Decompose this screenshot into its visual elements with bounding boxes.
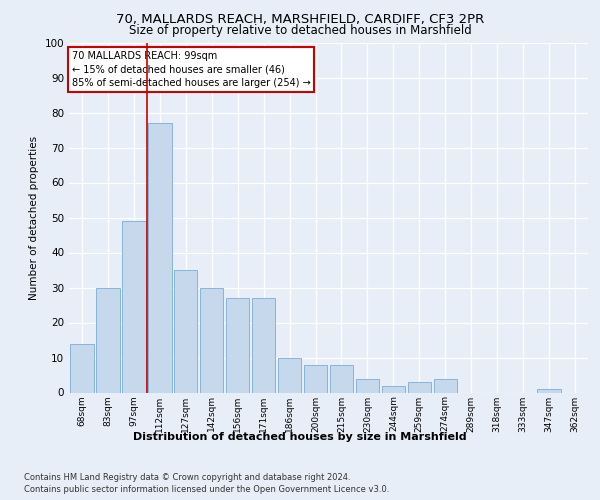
Bar [407, 382, 431, 392]
Bar [434, 378, 457, 392]
Bar [356, 378, 379, 392]
Text: 70 MALLARDS REACH: 99sqm
← 15% of detached houses are smaller (46)
85% of semi-d: 70 MALLARDS REACH: 99sqm ← 15% of detach… [71, 52, 310, 88]
Y-axis label: Number of detached properties: Number of detached properties [29, 136, 39, 300]
Text: Contains HM Land Registry data © Crown copyright and database right 2024.: Contains HM Land Registry data © Crown c… [24, 472, 350, 482]
Bar [538, 389, 561, 392]
Bar [70, 344, 94, 392]
Bar [174, 270, 197, 392]
Bar [382, 386, 405, 392]
Bar [226, 298, 250, 392]
Text: Distribution of detached houses by size in Marshfield: Distribution of detached houses by size … [133, 432, 467, 442]
Text: 70, MALLARDS REACH, MARSHFIELD, CARDIFF, CF3 2PR: 70, MALLARDS REACH, MARSHFIELD, CARDIFF,… [116, 12, 484, 26]
Text: Size of property relative to detached houses in Marshfield: Size of property relative to detached ho… [128, 24, 472, 37]
Text: Contains public sector information licensed under the Open Government Licence v3: Contains public sector information licen… [24, 485, 389, 494]
Bar [122, 221, 146, 392]
Bar [278, 358, 301, 392]
Bar [252, 298, 275, 392]
Bar [96, 288, 119, 393]
Bar [330, 364, 353, 392]
Bar [148, 123, 172, 392]
Bar [200, 288, 223, 393]
Bar [304, 364, 327, 392]
